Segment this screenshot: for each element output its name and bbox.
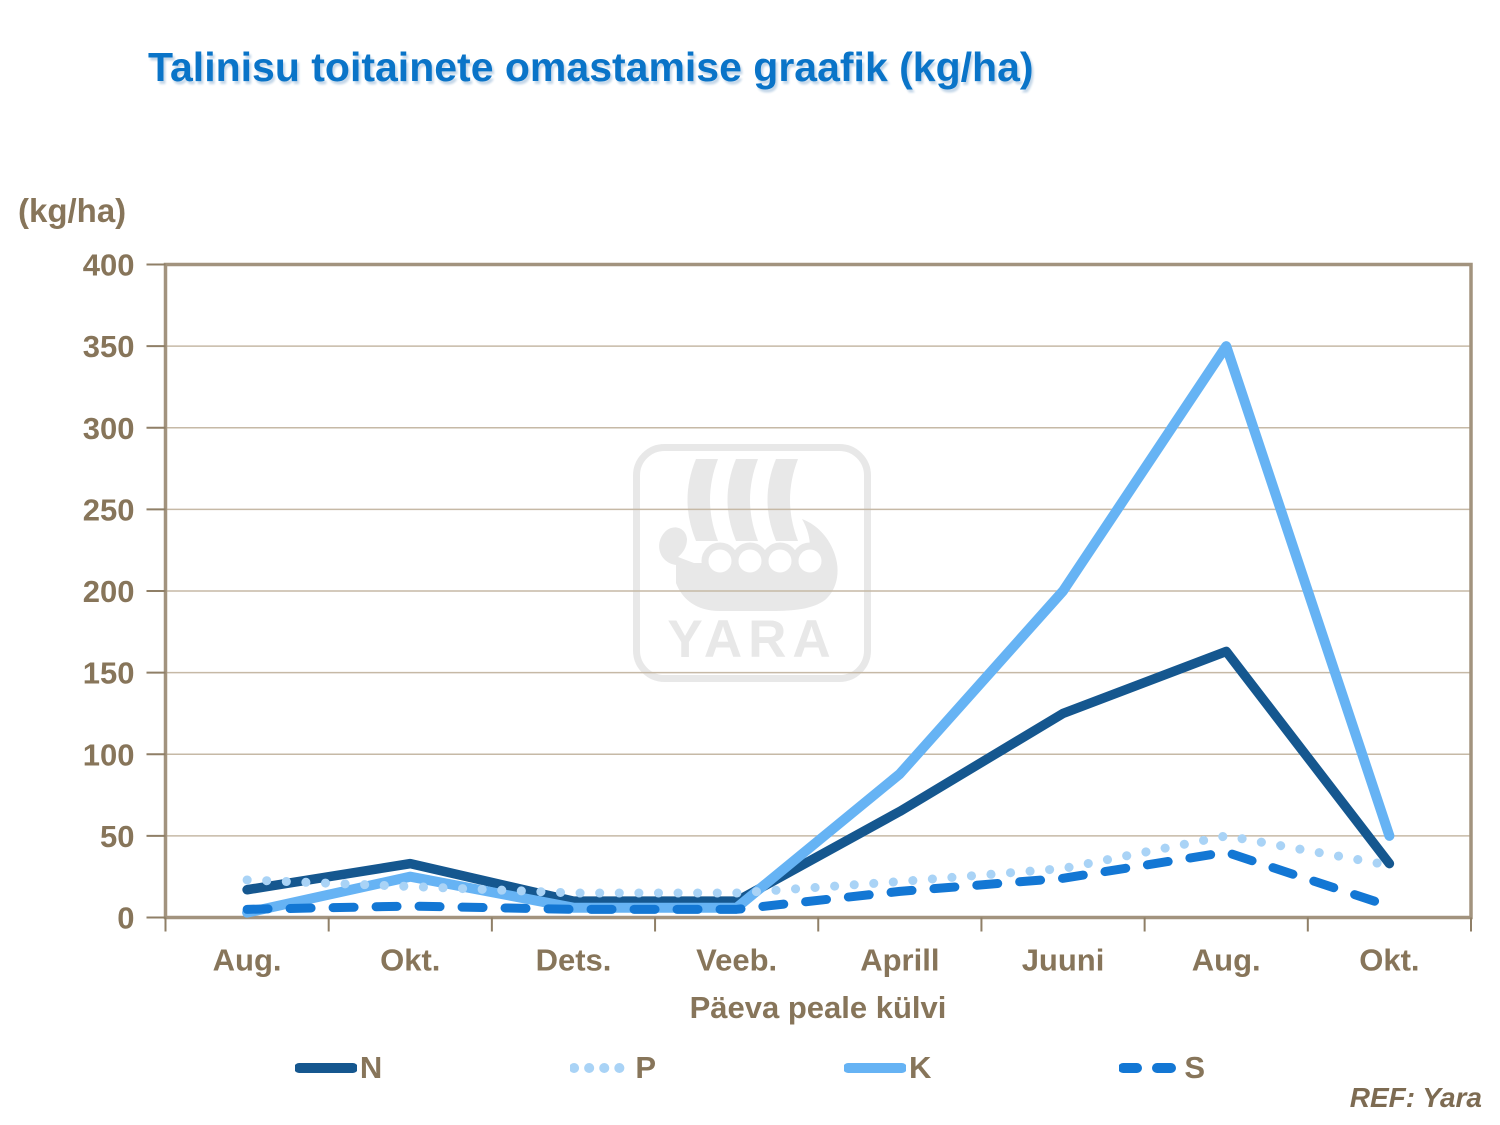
legend-swatch-s-line-icon bbox=[1119, 1063, 1182, 1073]
series-N-line bbox=[242, 646, 1395, 906]
legend-label-p: P bbox=[635, 1050, 656, 1085]
legend-item-n: N bbox=[294, 1050, 383, 1086]
viking-ship-sails-icon bbox=[687, 459, 798, 541]
x-axis-category-label: Aug. bbox=[1192, 943, 1261, 978]
chart-title: Talinisu toitainete omastamise graafik (… bbox=[148, 44, 1034, 90]
series-K-line bbox=[242, 341, 1395, 918]
x-axis-category-label: Okt. bbox=[1359, 943, 1419, 978]
y-axis-tick-label: 250 bbox=[83, 492, 135, 527]
x-axis-category-label: Okt. bbox=[380, 943, 440, 978]
yara-watermark-logo: YARA bbox=[632, 443, 872, 683]
x-axis-category-label: Dets. bbox=[536, 943, 612, 978]
series-S-line bbox=[242, 847, 1394, 914]
legend-label-s: S bbox=[1184, 1050, 1206, 1085]
legend-item-s: S bbox=[1119, 1050, 1205, 1086]
legend-swatch-p-line-icon bbox=[570, 1063, 633, 1073]
yara-logo-graphic: YARA bbox=[633, 444, 871, 682]
y-axis-tick-label: 50 bbox=[100, 819, 134, 854]
legend-item-p: P bbox=[570, 1050, 656, 1086]
reference-note: REF: Yara bbox=[1349, 1082, 1482, 1113]
y-axis-tick-label: 400 bbox=[83, 248, 135, 283]
viking-ship-hull-icon bbox=[659, 519, 838, 611]
y-axis-tick-label: 300 bbox=[83, 411, 135, 446]
series-P-line bbox=[242, 831, 1394, 898]
yara-wordmark: YARA bbox=[667, 610, 836, 669]
legend-item-k: K bbox=[844, 1050, 931, 1086]
x-axis-category-label: Juuni bbox=[1022, 943, 1105, 978]
legend-label-n: N bbox=[359, 1050, 383, 1085]
y-axis-tick-label: 100 bbox=[83, 737, 135, 772]
legend: N P K S bbox=[0, 1050, 1500, 1086]
legend-label-k: K bbox=[909, 1050, 932, 1085]
logo-border bbox=[633, 444, 871, 682]
x-axis-title: Päeva peale külvi bbox=[689, 990, 947, 1025]
y-axis-tick-label: 200 bbox=[83, 574, 135, 609]
x-axis-category-label: Aug. bbox=[213, 943, 282, 978]
legend-swatch-n-line-icon bbox=[294, 1063, 357, 1073]
legend-swatch-k-line-icon bbox=[844, 1063, 906, 1073]
y-axis-unit-label: (kg/ha) bbox=[18, 192, 127, 229]
y-axis-tick-label: 0 bbox=[117, 901, 134, 936]
y-axis-tick-label: 350 bbox=[83, 329, 135, 364]
x-axis-category-label: Veeb. bbox=[696, 943, 777, 978]
y-axis-tick-label: 150 bbox=[83, 656, 135, 691]
x-axis-category-label: Aprill bbox=[860, 943, 939, 978]
